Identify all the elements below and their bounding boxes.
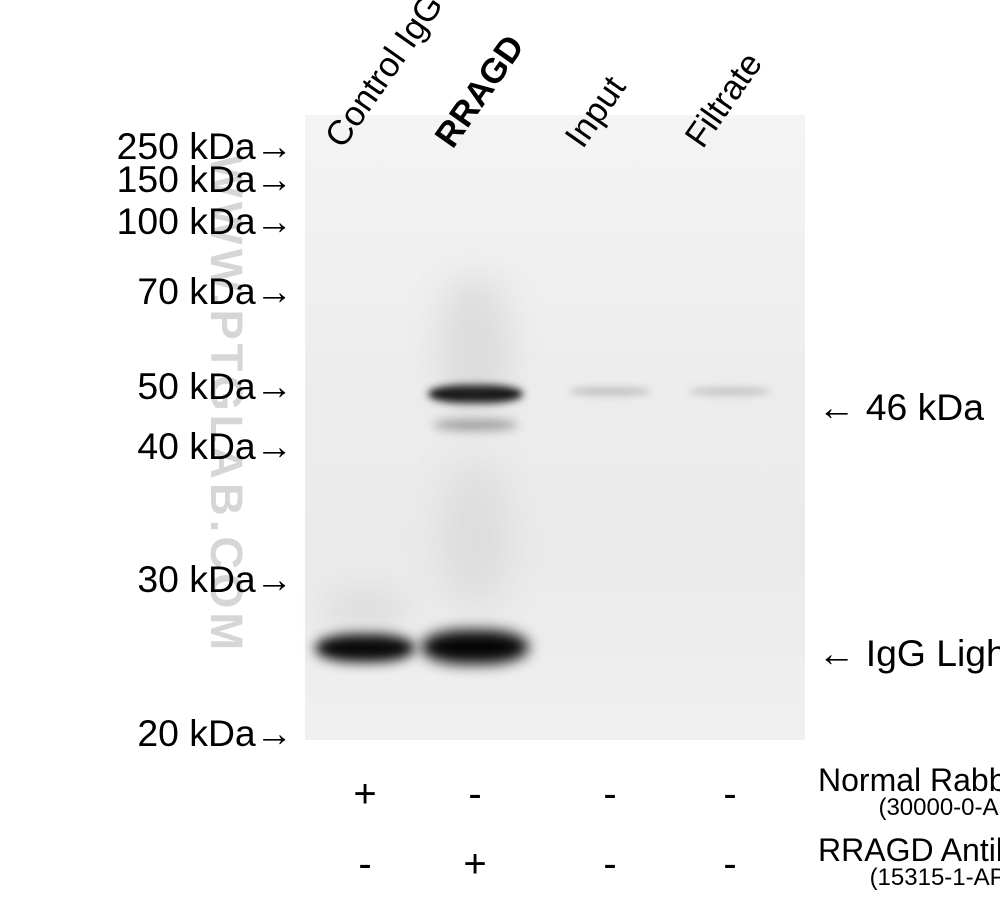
- antibody-label-sub: (30000-0-AP): [818, 796, 1000, 820]
- plus-minus-cell: -: [455, 772, 495, 817]
- mw-label: 50 kDa→: [0, 365, 293, 408]
- plus-minus-cell: +: [455, 842, 495, 887]
- antibody-label: RRAGD Antibody(15315-1-AP): [818, 834, 1000, 890]
- mw-label: 100 kDa→: [0, 200, 293, 243]
- mw-label: 40 kDa→: [0, 425, 293, 468]
- blot-band: [569, 388, 651, 395]
- blot-band: [320, 590, 410, 630]
- plus-minus-cell: -: [345, 842, 385, 887]
- blot-band: [440, 460, 510, 610]
- mw-label: 20 kDa→: [0, 712, 293, 755]
- blot-band: [440, 275, 510, 415]
- blot-band: [421, 630, 529, 664]
- plus-minus-cell: -: [710, 772, 750, 817]
- band-label: ← IgG Light Chain: [818, 632, 1000, 675]
- plus-minus-cell: +: [345, 772, 385, 817]
- mw-label: 150 kDa→: [0, 158, 293, 201]
- plus-minus-cell: -: [590, 772, 630, 817]
- blot-band: [315, 634, 415, 662]
- antibody-label-main: RRAGD Antibody: [818, 834, 1000, 866]
- plus-minus-cell: -: [590, 842, 630, 887]
- blot-band: [689, 388, 771, 395]
- antibody-label-sub: (15315-1-AP): [818, 866, 1000, 890]
- antibody-label: Normal Rabbit IgG(30000-0-AP): [818, 764, 1000, 820]
- mw-label: 70 kDa→: [0, 270, 293, 313]
- blot-band: [433, 420, 518, 430]
- mw-label: 30 kDa→: [0, 558, 293, 601]
- plus-minus-cell: -: [710, 842, 750, 887]
- antibody-label-main: Normal Rabbit IgG: [818, 764, 1000, 796]
- band-label: ← 46 kDa: [818, 386, 984, 429]
